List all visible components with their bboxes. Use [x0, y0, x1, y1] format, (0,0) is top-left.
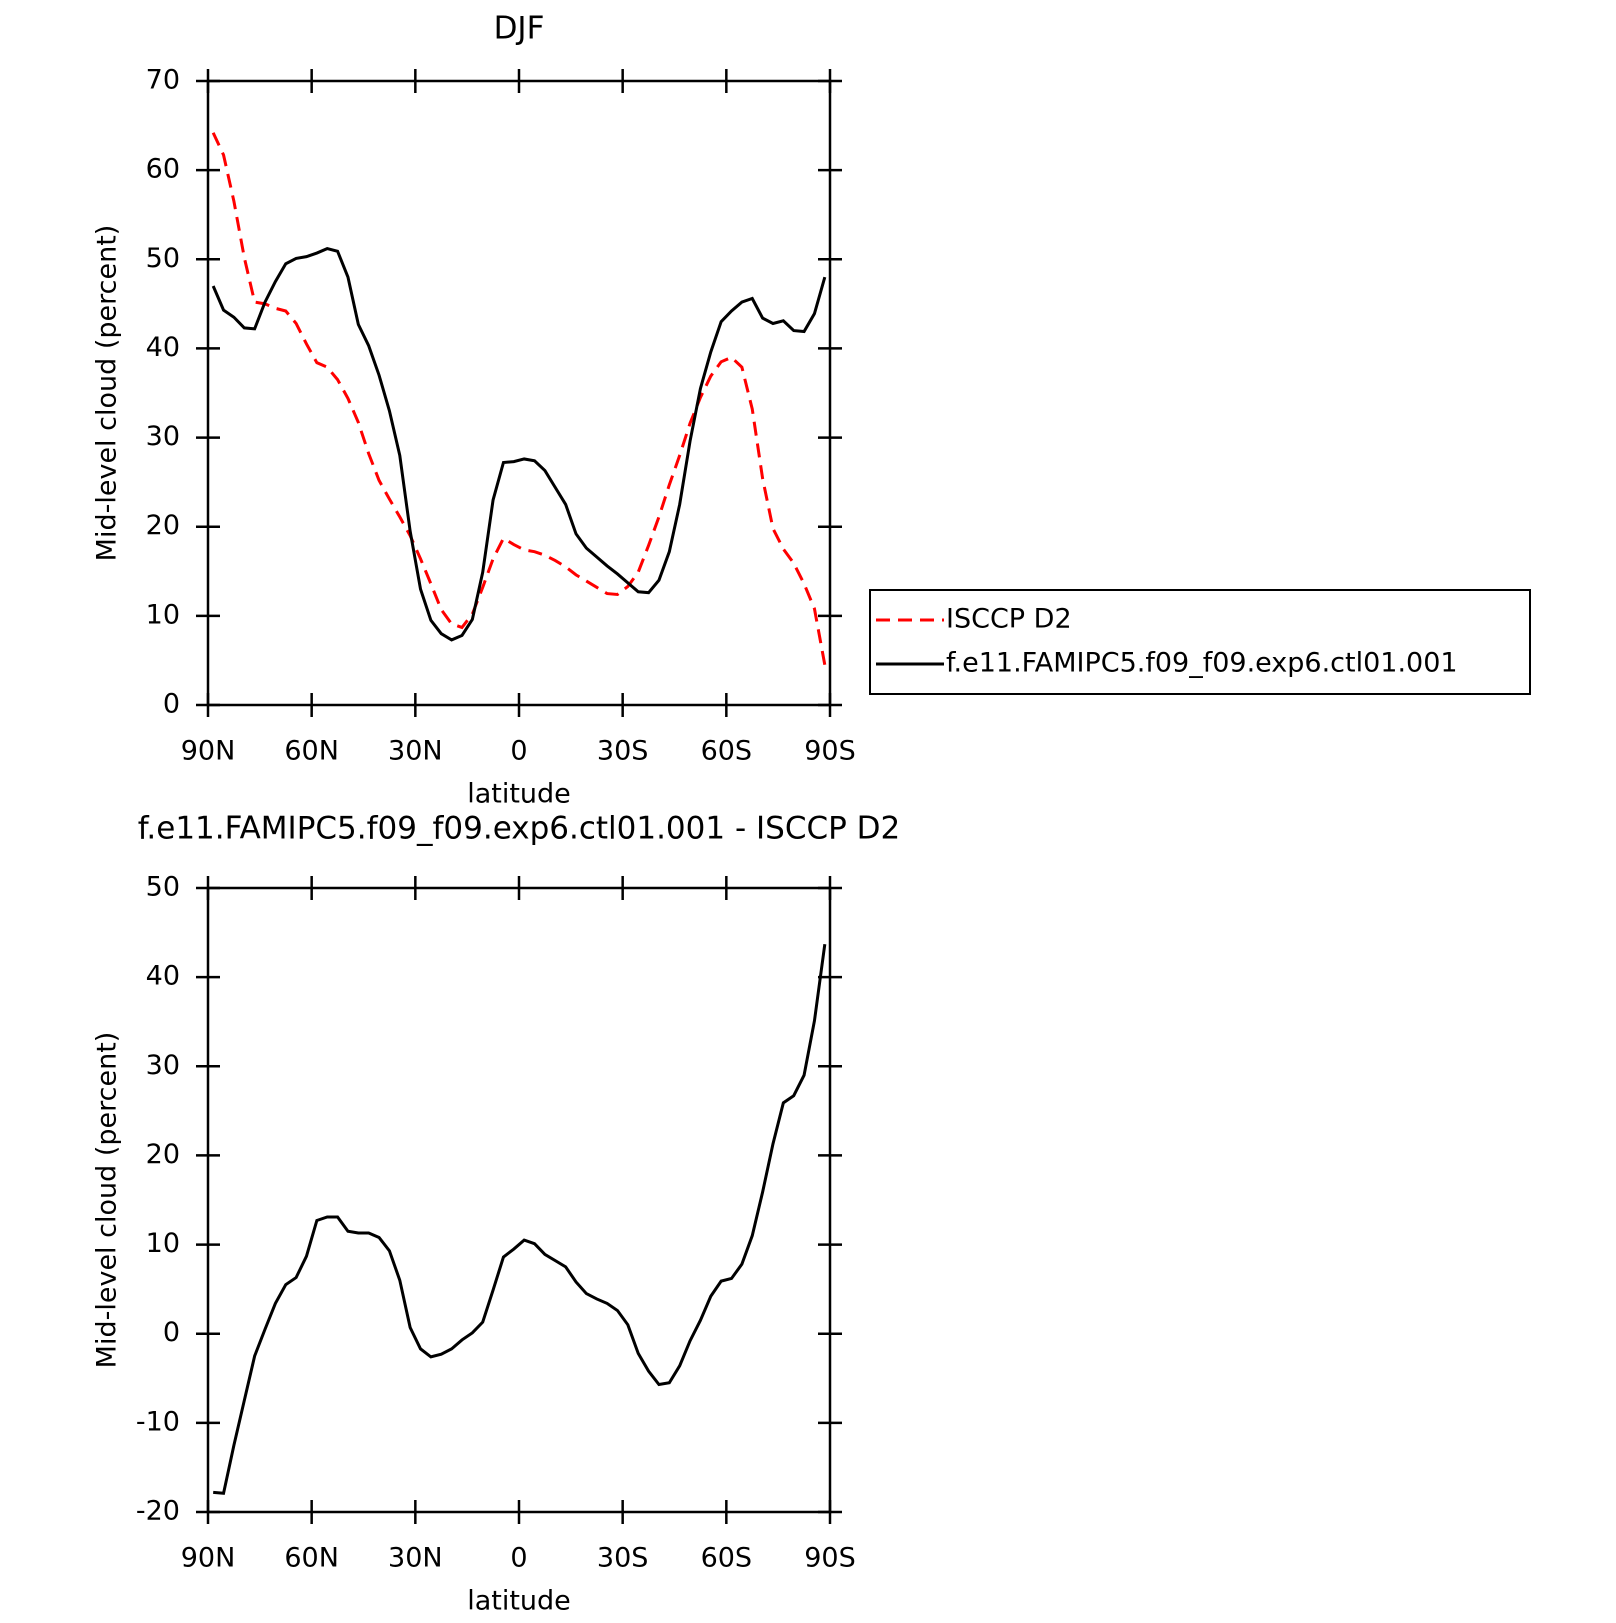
x-tick-label: 60N [284, 736, 339, 767]
x-tick-label: 90S [804, 1543, 856, 1574]
x-tick-label: 30S [597, 1543, 649, 1574]
x-tick-label: 30N [388, 736, 443, 767]
y-tick-label: 0 [163, 689, 180, 720]
series-line [211, 132, 827, 666]
x-axis-label: latitude [467, 779, 571, 810]
legend-label: ISCCP D2 [946, 604, 1072, 635]
x-tick-label: 0 [510, 1543, 527, 1574]
y-tick-label: 20 [146, 510, 180, 541]
x-tick-label: 30S [597, 736, 649, 767]
y-axis-label: Mid-level cloud (percent) [92, 225, 123, 562]
y-tick-label: 50 [146, 243, 180, 274]
x-tick-label: 60S [701, 1543, 753, 1574]
x-tick-label: 0 [510, 736, 527, 767]
plot-frame [206, 79, 832, 707]
chart-title: DJF [494, 11, 545, 47]
x-tick-label: 90N [181, 1543, 236, 1574]
series-line [213, 943, 827, 1495]
y-axis-label: Mid-level cloud (percent) [92, 1032, 123, 1369]
y-tick-label: 30 [146, 421, 180, 452]
x-tick-label: 30N [388, 1543, 443, 1574]
chart-title: f.e11.FAMIPC5.f09_f09.exp6.ctl01.001 - I… [138, 811, 901, 847]
y-tick-label: 30 [146, 1050, 180, 1081]
x-axis-label: latitude [467, 1586, 571, 1617]
y-tick-label: -10 [136, 1406, 180, 1437]
y-tick-label: 10 [146, 1228, 180, 1259]
series-line [211, 247, 827, 642]
y-tick-label: 70 [146, 65, 180, 96]
y-tick-label: 50 [146, 872, 180, 903]
x-tick-label: 60N [284, 1543, 339, 1574]
y-tick-label: 40 [146, 961, 180, 992]
y-tick-label: 40 [146, 332, 180, 363]
y-tick-label: -20 [136, 1496, 180, 1527]
x-tick-label: 60S [701, 736, 753, 767]
y-tick-label: 0 [163, 1317, 180, 1348]
x-tick-label: 90N [181, 736, 236, 767]
legend-label: f.e11.FAMIPC5.f09_f09.exp6.ctl01.001 [946, 648, 1458, 679]
legend-box [869, 589, 1531, 695]
plot-frame [206, 886, 832, 1514]
y-tick-label: 20 [146, 1139, 180, 1170]
y-tick-label: 60 [146, 154, 180, 185]
x-tick-label: 90S [804, 736, 856, 767]
y-tick-label: 10 [146, 599, 180, 630]
